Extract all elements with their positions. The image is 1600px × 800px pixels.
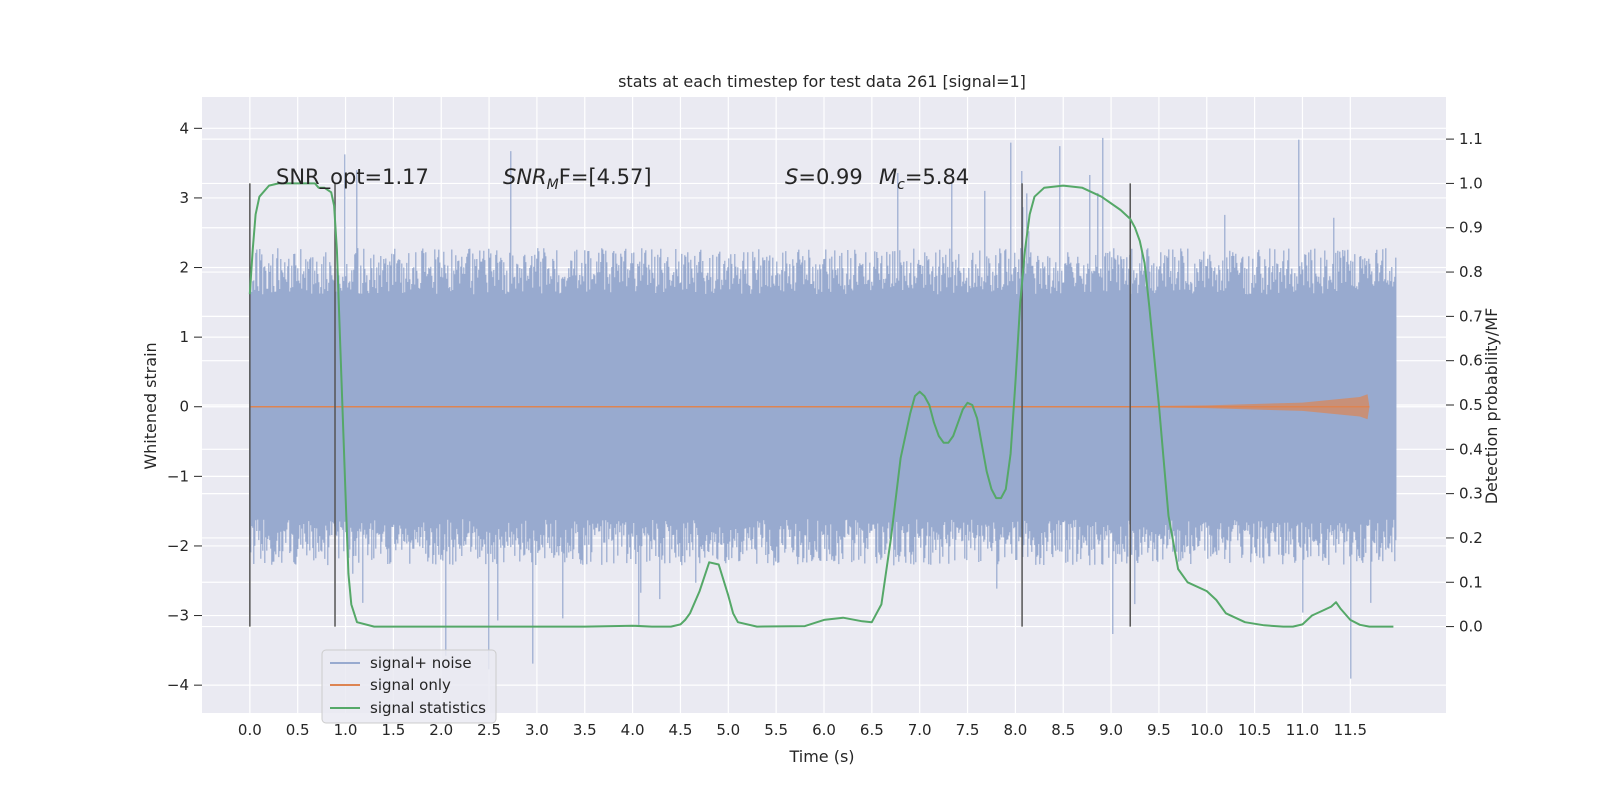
y-right-tick-label: 0.4 — [1459, 440, 1483, 458]
x-tick-label: 5.5 — [764, 721, 788, 739]
x-tick-label: 9.0 — [1099, 721, 1123, 739]
x-tick-label: 10.5 — [1238, 721, 1271, 739]
y-right-tick-label: 0.1 — [1459, 573, 1483, 591]
annotation-s: S=0.99 — [785, 165, 863, 189]
y-right-tick-label: 0.6 — [1459, 352, 1483, 370]
y-left-tick-label: 1 — [179, 328, 189, 346]
y-right-tick-label: 0.0 — [1459, 618, 1483, 636]
x-tick-label: 5.0 — [716, 721, 740, 739]
ticks: 0.0 0.5 1.0 1.5 2.0 2.5 3.0 3.5 4.0 4.5 5.0 5.5 6.0 6… — [167, 119, 1483, 739]
x-tick-label: 6.0 — [812, 721, 836, 739]
x-tick-label: 2.5 — [477, 721, 501, 739]
legend-label-statistics: signal statistics — [370, 699, 486, 717]
x-tick-label: 1.5 — [381, 721, 405, 739]
y-left-tick-label: −4 — [167, 676, 189, 694]
legend: signal+ noise signal only signal statist… — [321, 649, 497, 724]
y-right-tick-label: 1.0 — [1459, 174, 1483, 192]
x-tick-label: 4.0 — [621, 721, 645, 739]
x-tick-label: 2.0 — [429, 721, 453, 739]
legend-box — [321, 649, 497, 724]
chart-title: stats at each timestep for test data 261… — [618, 72, 1026, 91]
x-tick-label: 9.5 — [1147, 721, 1171, 739]
series-signal-only — [249, 394, 1370, 420]
y-right-tick-label: 1.1 — [1459, 130, 1483, 148]
y-right-tick-label: 0.7 — [1459, 307, 1483, 325]
x-tick-label: 7.5 — [956, 721, 980, 739]
annotation-snr-opt: SNR_opt=1.17 — [276, 165, 429, 190]
series-signal-statistics — [248, 182, 1394, 628]
annotation-snr-mf: SNRMF=[4.57] — [503, 165, 652, 193]
x-tick-label: 11.5 — [1334, 721, 1367, 739]
x-tick-label: 1.0 — [334, 721, 358, 739]
legend-label-noise: signal+ noise — [370, 654, 472, 672]
x-tick-label: 6.5 — [860, 721, 884, 739]
y-axis-label-left: Whitened strain — [141, 342, 160, 469]
y-right-tick-label: 0.8 — [1459, 263, 1483, 281]
x-tick-label: 0.0 — [238, 721, 262, 739]
annotation-mc: Mc=5.84 — [879, 165, 969, 193]
y-left-tick-label: −1 — [167, 467, 189, 485]
x-tick-label: 11.0 — [1286, 721, 1319, 739]
y-axis-label-right: Detection probability/MF — [1482, 308, 1501, 505]
y-left-tick-label: 4 — [179, 119, 189, 137]
y-left-tick-label: 0 — [179, 398, 189, 416]
y-left-tick-label: 3 — [179, 189, 189, 207]
y-right-tick-label: 0.3 — [1459, 485, 1483, 503]
vertical-markers — [249, 183, 1131, 627]
x-tick-label: 3.5 — [573, 721, 597, 739]
x-tick-label: 10.0 — [1190, 721, 1223, 739]
y-left-tick-label: −3 — [167, 607, 189, 625]
statistics-line — [248, 182, 1394, 628]
x-tick-label: 8.0 — [1003, 721, 1027, 739]
y-right-tick-label: 0.5 — [1459, 396, 1483, 414]
x-tick-label: 0.5 — [286, 721, 310, 739]
x-tick-label: 8.5 — [1051, 721, 1075, 739]
y-right-tick-label: 0.9 — [1459, 219, 1483, 237]
legend-label-signal: signal only — [370, 676, 451, 694]
x-tick-label: 7.0 — [908, 721, 932, 739]
y-right-tick-label: 0.2 — [1459, 529, 1483, 547]
x-tick-label: 4.5 — [669, 721, 693, 739]
x-tick-label: 3.0 — [525, 721, 549, 739]
y-left-tick-label: 2 — [179, 259, 189, 277]
x-axis-label: Time (s) — [788, 747, 854, 766]
y-left-tick-label: −2 — [167, 537, 189, 555]
